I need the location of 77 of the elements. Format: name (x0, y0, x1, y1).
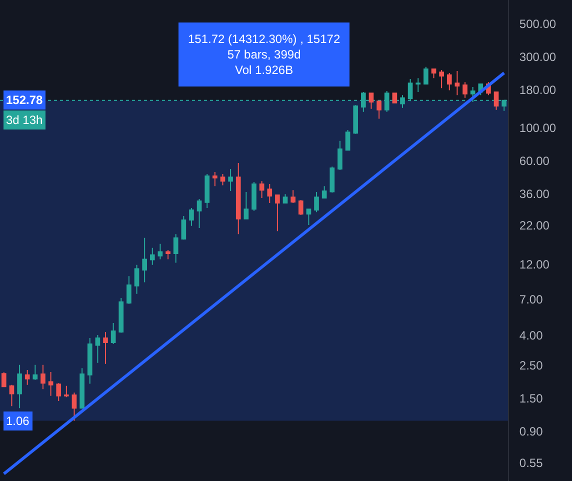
candlestick (228, 168, 233, 192)
y-tick-label: 0.90 (519, 424, 544, 438)
annotation: Vol 1.926B (235, 63, 294, 78)
candlestick (72, 392, 77, 422)
candlestick (56, 382, 62, 402)
y-tick-label: 2.50 (519, 358, 544, 373)
candlestick (439, 70, 444, 89)
candlestick (134, 264, 140, 294)
candlestick (24, 369, 30, 386)
candlestick (110, 322, 116, 344)
candlestick (345, 130, 350, 151)
candlestick (64, 385, 69, 398)
candlestick (166, 249, 170, 260)
candlestick (494, 92, 499, 110)
candlestick (9, 384, 14, 407)
candlestick (282, 194, 288, 204)
y-tick-label: 500.00 (519, 17, 556, 32)
candlestick (189, 207, 194, 226)
candlestick (196, 198, 202, 228)
candlestick (314, 191, 319, 213)
candlestick (446, 72, 452, 91)
candlestick (95, 334, 100, 364)
candlestick (118, 298, 124, 334)
candlestick (259, 180, 264, 199)
candlestick (17, 364, 22, 409)
annotation: 3d 13h (6, 113, 43, 127)
candlestick (244, 191, 249, 220)
candlestick (181, 216, 186, 240)
candlestick (87, 337, 92, 384)
candlestick (158, 243, 163, 260)
ref-line-label: 152.78 (6, 93, 44, 107)
candlestick (220, 173, 226, 186)
candlestick (40, 364, 46, 390)
candlestick (150, 247, 155, 266)
candlestick (416, 78, 421, 93)
y-tick-label: 100.00 (519, 120, 556, 135)
y-tick-label: 60.00 (519, 154, 550, 168)
candlestick (462, 82, 468, 98)
y-tick-label: 0.55 (519, 456, 544, 470)
candlestick (275, 194, 280, 232)
y-tick-label: 180.00 (519, 83, 556, 98)
y-tick-label: 7.00 (519, 292, 544, 306)
candlestick (32, 364, 38, 380)
candlestick (368, 92, 374, 110)
y-tick-label: 1.50 (519, 392, 544, 406)
candlestick (236, 162, 241, 235)
candlestick (103, 332, 108, 364)
candlestick (48, 371, 54, 396)
candlestick (1, 372, 6, 388)
candlestick (338, 140, 342, 170)
annotation: 57 bars, 399d (227, 48, 301, 62)
y-tick-label: 36.00 (519, 186, 550, 201)
candlestick (212, 172, 218, 187)
candlestick (376, 100, 382, 120)
candlestick (454, 70, 460, 96)
candlestick (431, 68, 436, 79)
y-tick-label: 22.00 (519, 218, 550, 233)
annotation: 151.72 (14312.30%) , 15172 (188, 32, 340, 46)
candlestick (126, 276, 132, 304)
band-label: 1.06 (6, 414, 30, 428)
candlestick (204, 173, 210, 208)
candlestick (80, 368, 84, 409)
y-tick-label: 12.00 (519, 258, 550, 272)
candlestick (306, 208, 312, 226)
candlestick (290, 190, 296, 204)
candlestick (173, 234, 178, 264)
candlestick (142, 237, 147, 283)
candlestick (330, 166, 335, 194)
candlestick (267, 183, 272, 204)
candlestick (252, 181, 256, 212)
candlestick (392, 92, 398, 104)
candlestick (353, 104, 358, 134)
candlestick (322, 186, 327, 199)
candlestick (298, 199, 304, 216)
candlestick (424, 66, 428, 85)
y-tick-label: 4.00 (519, 328, 544, 342)
y-tick-label: 300.00 (519, 50, 556, 64)
